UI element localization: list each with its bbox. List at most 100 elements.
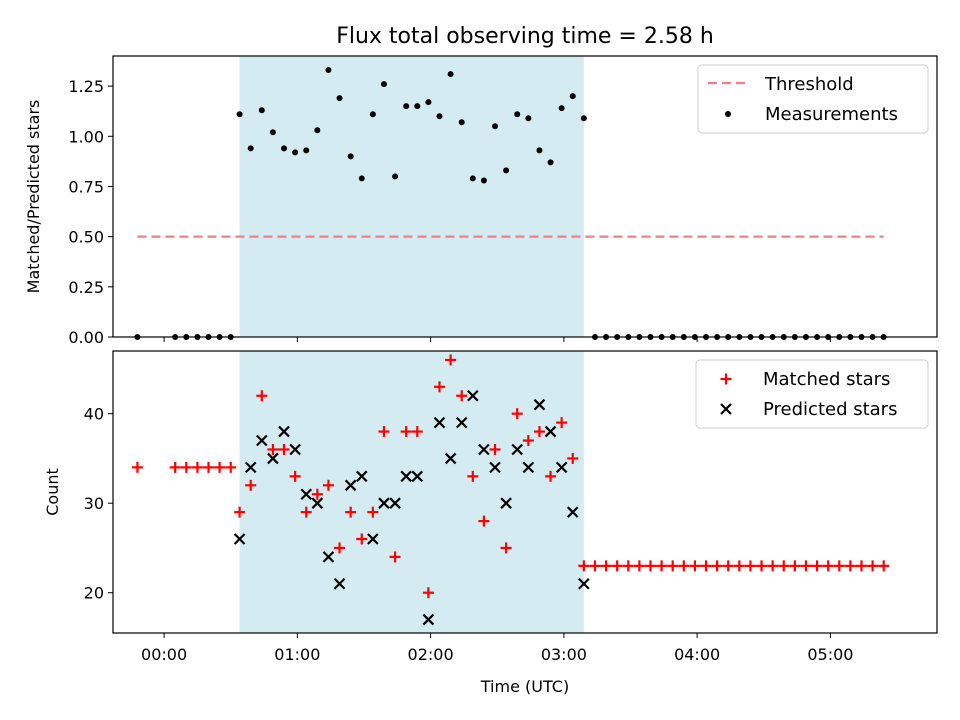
matched-star-point	[822, 560, 834, 572]
matched-star-point	[433, 381, 445, 393]
top-legend-box	[697, 64, 929, 134]
matched-star-point	[456, 390, 468, 402]
matched-star-point	[378, 426, 390, 438]
predicted-star-point	[544, 425, 557, 438]
matched-star-point	[422, 587, 434, 599]
matched-star-point	[489, 443, 501, 455]
predicted-star-point	[411, 470, 424, 483]
matched-star-point	[844, 560, 856, 572]
y-tick-label: 0.00	[68, 328, 104, 347]
predicted-star-point	[489, 461, 501, 474]
predicted-star-point	[400, 470, 412, 483]
y-tick-label: 1.25	[68, 77, 104, 96]
y-tick-label: 40	[84, 405, 104, 424]
matched-star-point	[678, 560, 690, 572]
measurement-point	[380, 81, 387, 88]
chart-title: Flux total observing time = 2.58 h	[336, 24, 714, 49]
measurement-point	[369, 111, 376, 118]
matched-star-point	[322, 479, 334, 491]
measurement-point	[258, 107, 265, 114]
predicted-star-point	[455, 416, 468, 429]
matched-star-point	[789, 560, 801, 572]
measurement-point	[558, 105, 565, 112]
matched-star-point	[722, 560, 734, 572]
measurement-point	[547, 159, 554, 166]
matched-star-point	[567, 452, 579, 464]
x-axis-label: Time (UTC)	[480, 677, 569, 696]
matched-star-point	[656, 560, 668, 572]
measurement-point	[247, 145, 254, 152]
matched-star-point	[733, 560, 745, 572]
matched-star-point	[811, 560, 823, 572]
predicted-star-point	[433, 416, 446, 429]
predicted-star-point	[422, 613, 435, 626]
measurement-point	[469, 175, 476, 182]
matched-star-point	[203, 461, 215, 473]
matched-star-point	[867, 560, 879, 572]
matched-star-point	[589, 560, 601, 572]
predicted-star-point	[344, 479, 357, 492]
bottom-panel: 20 30 40 00:00 01:00 02:00 03:00 04:00 05:00 Ti…	[43, 350, 938, 696]
y-tick-label: 0.50	[68, 228, 104, 247]
measurement-point	[303, 147, 310, 154]
top-panel: 0.00 0.25 0.50 0.75 1.00 1.25 Flux total obse…	[24, 24, 938, 347]
predicted-star-point	[311, 497, 324, 509]
matched-star-point	[511, 408, 523, 420]
matched-star-point	[800, 560, 812, 572]
x-tick-label: 04:00	[674, 645, 720, 664]
matched-star-point	[578, 560, 590, 572]
matched-star-point	[311, 488, 323, 500]
predicted-star-point	[244, 461, 257, 474]
measurement-point	[503, 167, 510, 174]
matched-star-point	[467, 470, 479, 482]
matched-stars-series	[131, 354, 890, 599]
matched-star-point	[389, 551, 401, 563]
measurement-point	[347, 153, 354, 160]
bottom-x-ticks: 00:00 01:00 02:00 03:00 04:00 05:00	[141, 633, 853, 664]
matched-star-point	[225, 461, 237, 473]
predicted-star-point	[389, 497, 401, 509]
top-x-ticks	[163, 337, 831, 342]
top-y-ticks: 0.00 0.25 0.50 0.75 1.00 1.25	[68, 77, 113, 347]
legend-x-marker	[720, 403, 732, 415]
measurement-point	[425, 99, 432, 106]
matched-star-point	[267, 443, 279, 455]
matched-star-point	[367, 506, 379, 518]
matched-star-point	[744, 560, 756, 572]
legend-predicted-swatch	[720, 403, 732, 415]
matched-star-point	[445, 354, 457, 366]
matched-star-point	[711, 560, 723, 572]
matched-star-point	[169, 461, 181, 473]
matched-star-point	[533, 426, 545, 438]
bottom-axes-frame	[112, 350, 938, 634]
matched-star-point	[180, 461, 192, 473]
matched-star-point	[400, 426, 412, 438]
bottom-y-axis-label: Count	[43, 468, 62, 516]
y-tick-label: 30	[84, 494, 104, 513]
measurement-point	[569, 93, 576, 100]
top-y-axis-label: Matched/Predicted stars	[24, 100, 43, 294]
matched-star-point	[644, 560, 656, 572]
matched-star-point	[356, 533, 368, 545]
predicted-star-point	[267, 452, 279, 465]
measurement-point	[492, 123, 499, 130]
top-legend: Threshold Measurements	[697, 64, 929, 134]
matched-star-point	[522, 435, 534, 447]
legend-matched-label: Matched stars	[763, 369, 890, 390]
predicted-star-point	[300, 488, 313, 501]
matched-star-point	[778, 560, 790, 572]
measurement-point	[292, 149, 299, 156]
measurement-point	[447, 71, 454, 78]
matched-star-point	[289, 470, 301, 482]
matched-star-point	[300, 506, 312, 518]
measurement-point	[325, 67, 332, 74]
measurement-point	[314, 127, 321, 134]
matched-star-point	[214, 461, 226, 473]
matched-star-point	[633, 560, 645, 572]
matched-star-point	[334, 542, 346, 554]
bottom-legend-box	[695, 359, 929, 429]
predicted-star-point	[256, 434, 268, 447]
predicted-star-point	[578, 577, 590, 590]
matched-star-point	[131, 461, 143, 473]
